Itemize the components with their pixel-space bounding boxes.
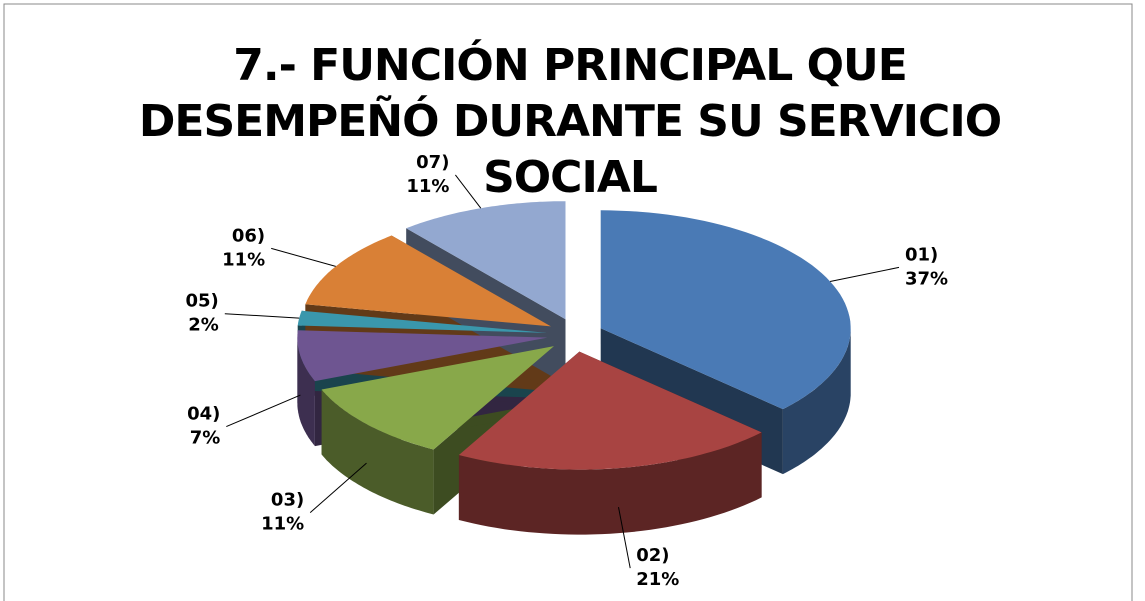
slice-category: 06) xyxy=(232,225,265,246)
slice-category: 01) xyxy=(905,244,938,265)
slice-category: 03) xyxy=(271,490,304,511)
slice-value-label: 2% xyxy=(188,315,219,336)
frame xyxy=(3,3,1133,601)
chart-title: 7.- FUNCIÓN PRINCIPAL QUE DESEMPEÑÓ DURA… xyxy=(138,40,1002,203)
slice xyxy=(321,346,554,450)
leader-line xyxy=(226,394,301,428)
slice-value-label: 11% xyxy=(222,249,265,270)
slice-category: 04) xyxy=(187,404,220,425)
leader-line xyxy=(618,507,631,569)
slice xyxy=(305,235,551,327)
leader-line xyxy=(455,174,482,209)
slice-value-label: 11% xyxy=(261,514,304,535)
slice-side xyxy=(782,328,851,475)
slice xyxy=(406,201,566,320)
slice-category: 02) xyxy=(636,545,669,566)
slice-side xyxy=(297,337,315,447)
slice xyxy=(297,330,548,382)
leader-line xyxy=(224,313,300,319)
slice xyxy=(458,351,762,470)
slice-category: 07) xyxy=(416,152,449,173)
slice-side xyxy=(458,432,762,535)
slice-value-label: 11% xyxy=(406,176,449,197)
leader-line xyxy=(271,247,336,267)
leader-line xyxy=(829,266,900,282)
slice-value-label: 7% xyxy=(190,428,221,449)
slice-side xyxy=(321,389,434,515)
slice-category: 05) xyxy=(186,291,219,312)
slice xyxy=(297,310,548,333)
slice-value-label: 21% xyxy=(636,569,679,590)
slice-value-label: 37% xyxy=(905,268,948,289)
slice xyxy=(600,210,851,410)
leader-line xyxy=(309,462,367,513)
